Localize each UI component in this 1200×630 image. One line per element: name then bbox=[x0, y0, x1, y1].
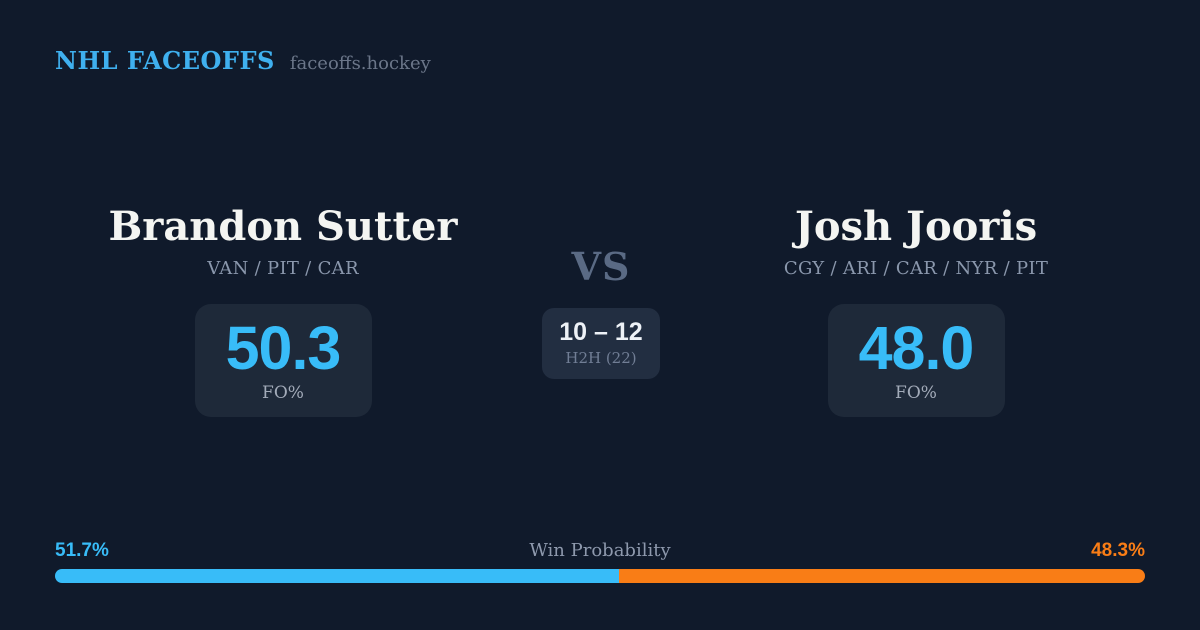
player2-column: Josh Jooris CGY / ARI / CAR / NYR / PIT … bbox=[686, 204, 1146, 417]
player2-faceoff-label: FO% bbox=[895, 383, 937, 403]
matchup-column: VS 10 – 12 H2H (22) bbox=[481, 246, 721, 379]
header: NHL FACEOFFS faceoffs.hockey bbox=[55, 46, 431, 75]
brand-title: NHL FACEOFFS bbox=[55, 46, 275, 75]
player2-name: Josh Jooris bbox=[794, 203, 1038, 250]
player1-faceoff-box: 50.3 FO% bbox=[194, 304, 372, 417]
win-probability-bar bbox=[55, 569, 1145, 583]
player1-faceoff-value: 50.3 bbox=[225, 314, 342, 382]
win-probability-bar-player2 bbox=[618, 569, 1145, 583]
player1-column: Brandon Sutter VAN / PIT / CAR 50.3 FO% bbox=[53, 204, 513, 417]
vs-label: VS bbox=[571, 244, 631, 289]
h2h-record: 10 – 12 bbox=[559, 318, 643, 346]
player1-name: Brandon Sutter bbox=[108, 203, 458, 250]
player2-faceoff-box: 48.0 FO% bbox=[827, 304, 1005, 417]
h2h-games-label: H2H (22) bbox=[565, 349, 637, 367]
win-probability-labels: 51.7% Win Probability 48.3% bbox=[55, 540, 1145, 562]
player2-win-pct: 48.3% bbox=[1091, 540, 1145, 561]
player1-win-pct: 51.7% bbox=[55, 540, 109, 561]
player2-faceoff-value: 48.0 bbox=[858, 314, 975, 382]
player2-teams: CGY / ARI / CAR / NYR / PIT bbox=[783, 258, 1049, 279]
win-probability-bar-player1 bbox=[55, 569, 619, 583]
player1-teams: VAN / PIT / CAR bbox=[207, 258, 359, 279]
win-probability-title: Win Probability bbox=[529, 540, 671, 561]
player1-faceoff-label: FO% bbox=[262, 383, 304, 403]
h2h-box: 10 – 12 H2H (22) bbox=[542, 308, 660, 379]
site-url: faceoffs.hockey bbox=[289, 53, 431, 74]
